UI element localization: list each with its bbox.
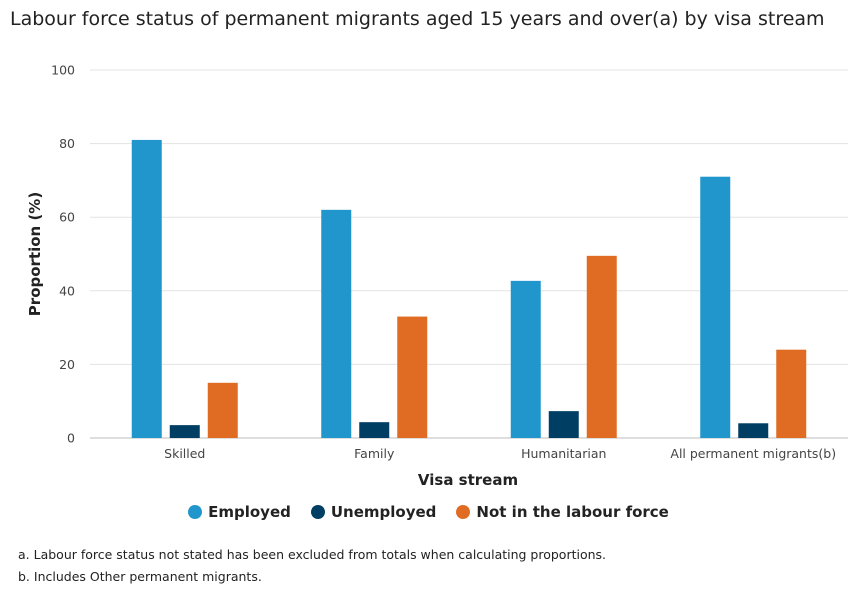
bar-not-in-the-labour-force-all-permanent-migrants-b[interactable] [776, 349, 807, 438]
x-tick-label: Skilled [164, 446, 205, 461]
y-tick-label: 60 [59, 210, 75, 225]
y-tick-label: 100 [51, 63, 75, 78]
bar-chart: 0 20 40 60 80 100 Skilled Family Humanitarian Al… [26, 63, 848, 489]
bar-unemployed-all-permanent-migrants-b[interactable] [738, 423, 769, 438]
bar-not-in-the-labour-force-family[interactable] [397, 316, 428, 438]
legend-item-not-in-the-labour-force[interactable]: Not in the labour force [456, 503, 669, 521]
x-axis-ticks: Skilled Family Humanitarian All permanent m… [164, 446, 836, 461]
bar-unemployed-humanitarian[interactable] [548, 411, 579, 438]
legend-swatch-icon [188, 505, 203, 519]
legend-item-employed[interactable]: Employed [188, 503, 291, 521]
legend-swatch-icon [310, 505, 325, 519]
x-tick-label: Family [354, 446, 395, 461]
grid-lines [90, 69, 848, 439]
legend-label: Not in the labour force [476, 503, 669, 521]
bar-employed-humanitarian[interactable] [510, 280, 541, 438]
y-axis-ticks: 0 20 40 60 80 100 [51, 63, 75, 446]
legend-label: Employed [208, 503, 291, 521]
x-tick-label: All permanent migrants(b) [670, 446, 836, 461]
bar-employed-skilled[interactable] [131, 139, 162, 439]
chart-title: Labour force status of permanent migrant… [10, 8, 825, 30]
bar-employed-family[interactable] [321, 209, 352, 438]
bars [131, 139, 807, 439]
bar-not-in-the-labour-force-skilled[interactable] [207, 382, 238, 438]
legend: Employed Unemployed Not in the labour forc… [0, 503, 857, 521]
bar-unemployed-skilled[interactable] [169, 425, 200, 438]
y-tick-label: 20 [59, 357, 75, 372]
footnote-a: a. Labour force status not stated has be… [18, 547, 607, 562]
bar-employed-all-permanent-migrants-b[interactable] [700, 176, 731, 438]
legend-swatch-icon [456, 505, 471, 519]
legend-item-unemployed[interactable]: Unemployed [310, 503, 437, 521]
x-tick-label: Humanitarian [521, 446, 606, 461]
y-tick-label: 80 [59, 136, 75, 151]
y-tick-label: 40 [59, 283, 75, 298]
footnote-b: b. Includes Other permanent migrants. [18, 569, 262, 584]
bar-unemployed-family[interactable] [359, 422, 390, 438]
legend-label: Unemployed [330, 503, 437, 521]
y-axis-label: Proportion (%) [26, 192, 44, 316]
footnotes: a. Labour force status not stated has be… [18, 544, 606, 588]
bar-not-in-the-labour-force-humanitarian[interactable] [586, 255, 617, 438]
y-tick-label: 0 [67, 431, 75, 446]
x-axis-label: Visa stream [418, 471, 518, 489]
